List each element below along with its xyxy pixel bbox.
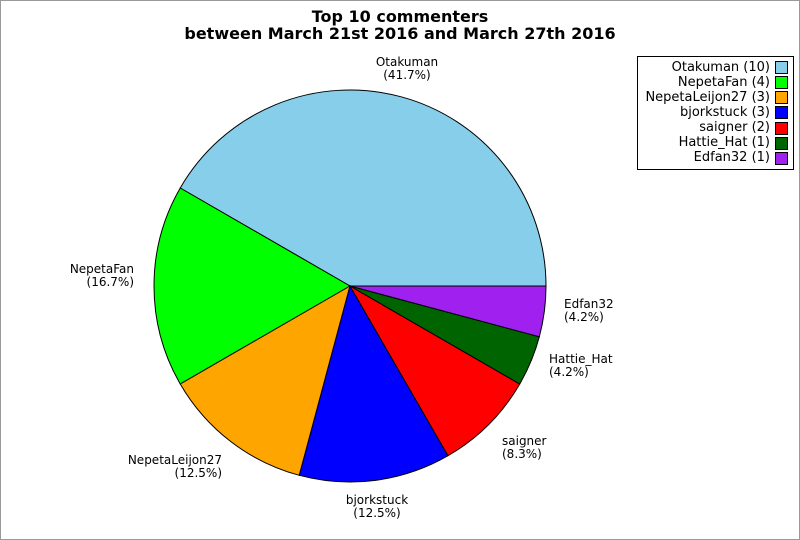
slice-label-Otakuman: Otakuman (41.7%) bbox=[375, 55, 439, 82]
chart-subtitle: between March 21st 2016 and March 27th 2… bbox=[184, 24, 616, 43]
legend-label: NepetaFan (4) bbox=[677, 74, 770, 90]
legend-swatch-icon bbox=[775, 151, 788, 165]
legend-swatch-icon bbox=[775, 76, 788, 90]
legend-label: Edfan32 (1) bbox=[693, 150, 770, 166]
pie-slice-Edfan32 bbox=[349, 285, 547, 338]
legend-item-NepetaLeijon27: NepetaLeijon27 (3) bbox=[643, 89, 788, 105]
slice-label-NepetaLeijon27: NepetaLeijon27 (12.5%) bbox=[127, 453, 222, 480]
legend-swatch-icon bbox=[775, 106, 788, 120]
pie-slice-bjorkstuck bbox=[298, 284, 449, 483]
chart-title-block: Top 10 commenters between March 21st 201… bbox=[1, 8, 799, 42]
legend-item-Hattie_Hat: Hattie_Hat (1) bbox=[643, 136, 788, 150]
legend-swatch-icon bbox=[775, 136, 788, 150]
pie-slice-NepetaFan bbox=[153, 187, 352, 385]
slice-label-Hattie_Hat: Hattie_Hat (4.2%) bbox=[549, 352, 613, 379]
pie-slice-saigner bbox=[348, 284, 521, 457]
legend: Otakuman (10) NepetaFan (4) NepetaLeijon27… bbox=[637, 56, 794, 170]
legend-label: bjorkstuck (3) bbox=[679, 104, 770, 120]
slice-label-bjorkstuck: bjorkstuck (12.5%) bbox=[345, 493, 409, 520]
slice-label-Edfan32: Edfan32 (4.2%) bbox=[564, 297, 614, 324]
chart-title: Top 10 commenters bbox=[311, 7, 489, 26]
legend-label: saigner (2) bbox=[699, 120, 770, 136]
legend-label: Otakuman (10) bbox=[671, 59, 770, 75]
legend-label: Hattie_Hat (1) bbox=[678, 135, 770, 151]
legend-swatch-icon bbox=[775, 91, 788, 105]
legend-item-NepetaFan: NepetaFan (4) bbox=[643, 74, 788, 90]
pie-slice-NepetaLeijon27 bbox=[179, 284, 351, 476]
legend-item-Edfan32: Edfan32 (1) bbox=[643, 151, 788, 165]
legend-label: NepetaLeijon27 (3) bbox=[645, 89, 770, 105]
legend-item-saigner: saigner (2) bbox=[643, 121, 788, 135]
legend-item-bjorkstuck: bjorkstuck (3) bbox=[643, 104, 788, 120]
legend-swatch-icon bbox=[775, 121, 788, 135]
slice-label-saigner: saigner (8.3%) bbox=[502, 434, 547, 461]
slice-label-NepetaFan: NepetaFan (16.7%) bbox=[69, 262, 134, 289]
pie-slice-Otakuman bbox=[179, 89, 547, 287]
legend-swatch-icon bbox=[775, 61, 788, 75]
legend-item-Otakuman: Otakuman (10) bbox=[643, 59, 788, 75]
